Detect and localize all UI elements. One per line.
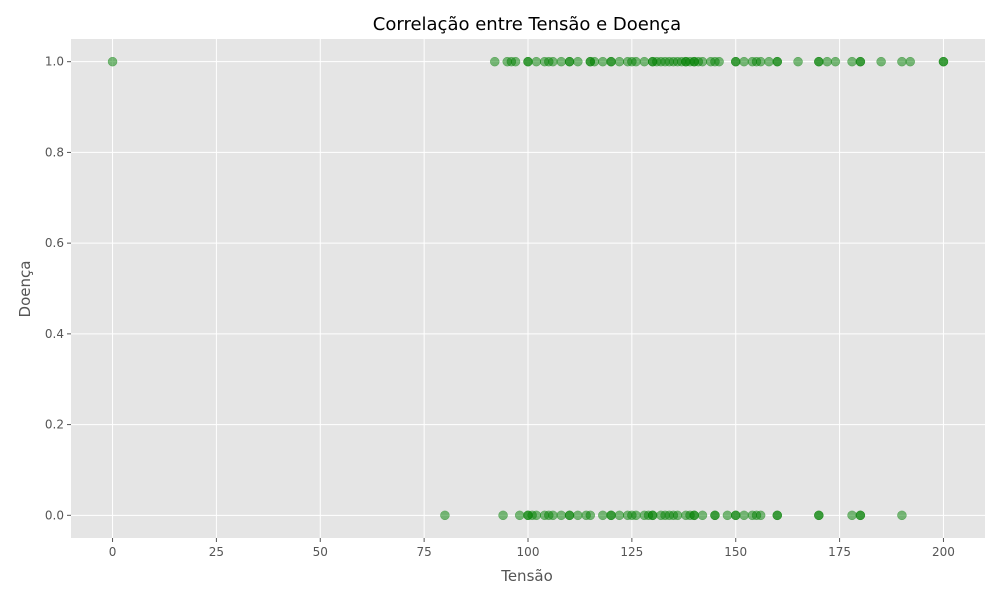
data-point: [697, 510, 708, 521]
data-point: [814, 510, 824, 521]
data-point: [897, 510, 907, 521]
data-point: [585, 510, 596, 521]
x-tick-label: 175: [828, 545, 851, 559]
data-point: [598, 56, 608, 67]
x-axis-label: Tensão: [500, 567, 553, 585]
data-point: [764, 56, 774, 67]
data-point: [598, 510, 608, 521]
y-axis-label: Doença: [16, 261, 34, 318]
data-point: [514, 510, 525, 521]
data-point: [730, 56, 741, 67]
y-tick-label: 0.6: [45, 236, 64, 250]
data-point: [606, 56, 616, 67]
data-point: [938, 56, 949, 67]
data-point: [523, 56, 533, 67]
data-point: [631, 56, 641, 67]
data-point: [855, 56, 866, 67]
data-point: [755, 56, 766, 67]
x-tick-label: 25: [209, 545, 224, 559]
data-point: [697, 56, 708, 67]
data-point: [855, 510, 866, 521]
data-point: [814, 56, 824, 67]
x-tick-label: 100: [517, 545, 540, 559]
data-point: [876, 56, 886, 67]
chart-title: Correlação entre Tensão e Doença: [373, 14, 681, 35]
data-point: [564, 56, 575, 67]
data-point: [772, 56, 783, 67]
data-point: [531, 510, 542, 521]
data-point: [672, 510, 683, 521]
data-point: [564, 510, 575, 521]
data-point: [606, 510, 616, 521]
data-point: [730, 510, 741, 521]
data-point: [573, 510, 583, 521]
data-point: [107, 56, 118, 67]
x-tick-label: 125: [620, 545, 643, 559]
data-point: [793, 56, 803, 67]
data-point: [897, 56, 907, 67]
data-point: [510, 56, 521, 67]
data-point: [498, 510, 508, 521]
data-point: [490, 56, 500, 67]
x-tick-label: 75: [416, 545, 431, 559]
x-tick-label: 0: [109, 545, 117, 559]
y-tick-label: 0.4: [45, 327, 64, 341]
data-point: [822, 56, 832, 67]
data-point: [556, 510, 566, 521]
data-point: [639, 56, 650, 67]
data-point: [755, 510, 766, 521]
data-point: [710, 510, 720, 521]
data-point: [739, 56, 749, 67]
data-point: [573, 56, 583, 67]
x-tick-label: 150: [724, 545, 747, 559]
y-tick-label: 0.2: [45, 418, 64, 432]
data-point: [531, 56, 542, 67]
data-point: [847, 510, 857, 521]
data-point: [714, 56, 724, 67]
data-point: [548, 510, 558, 521]
data-point: [614, 56, 625, 67]
data-point: [905, 56, 915, 67]
data-point: [830, 56, 841, 67]
data-point: [722, 510, 733, 521]
data-point: [548, 56, 558, 67]
data-point: [647, 510, 658, 521]
data-point: [589, 56, 600, 67]
data-point: [440, 510, 450, 521]
y-tick-label: 0.0: [45, 508, 64, 522]
data-point: [689, 510, 699, 521]
x-tick-label: 200: [932, 545, 955, 559]
data-point: [631, 510, 641, 521]
data-point: [614, 510, 625, 521]
data-point: [556, 56, 566, 67]
x-tick-label: 50: [313, 545, 328, 559]
axis-ticks: 0 25 50 75 100 125 150 175 200 0.0 0.2 0.4 0.6 0.8 1.0: [45, 55, 955, 559]
data-point: [772, 510, 783, 521]
data-point: [739, 510, 749, 521]
y-tick-label: 1.0: [45, 55, 64, 69]
data-points: [107, 56, 949, 521]
y-tick-label: 0.8: [45, 145, 64, 159]
data-point: [847, 56, 857, 67]
